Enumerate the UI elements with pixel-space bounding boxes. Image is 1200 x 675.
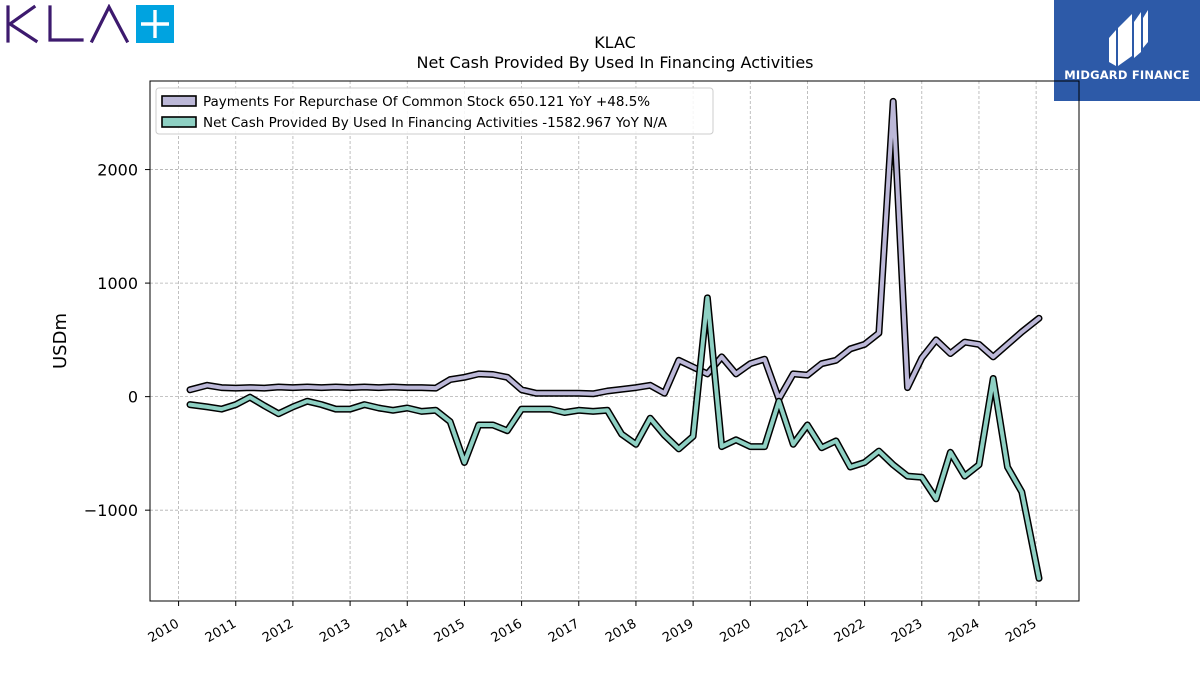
series-0-line bbox=[188, 99, 1041, 401]
legend-swatch bbox=[161, 116, 197, 128]
legend: Payments For Repurchase Of Common Stock … bbox=[155, 87, 714, 135]
legend-swatch bbox=[161, 95, 197, 107]
midgard-emblem-icon bbox=[1109, 10, 1148, 66]
series-0-outline bbox=[186, 97, 1043, 403]
y-tick-label: −1000 bbox=[84, 501, 138, 520]
plot-lines bbox=[186, 97, 1043, 582]
x-tick-label: 2020 bbox=[717, 616, 753, 646]
kla-logo-mark bbox=[6, 3, 174, 44]
x-tick-label: 2011 bbox=[203, 616, 239, 646]
kla-logo bbox=[4, 3, 176, 48]
axes: 2010 2011 2012 2013 2014 2015 2016 2017 2018 2019… bbox=[84, 161, 1040, 646]
x-tick-label: 2016 bbox=[489, 616, 525, 646]
chart-subtitle: Net Cash Provided By Used In Financing A… bbox=[416, 53, 813, 72]
chart-title: KLAC bbox=[594, 33, 636, 52]
legend-label: Net Cash Provided By Used In Financing A… bbox=[203, 115, 668, 131]
x-tick-label: 2025 bbox=[1003, 616, 1039, 646]
x-tick-label: 2012 bbox=[260, 616, 296, 646]
plot-frame bbox=[149, 80, 1080, 602]
midgard-finance-logo: MIDGARD FINANCE bbox=[1054, 0, 1200, 101]
y-axis-label: USDm bbox=[50, 313, 71, 369]
x-tick-label: 2010 bbox=[146, 616, 182, 646]
x-tick-label: 2013 bbox=[317, 616, 353, 646]
x-tick-label: 2021 bbox=[775, 616, 811, 646]
x-tick-label: 2022 bbox=[832, 616, 868, 646]
y-tick-label: 0 bbox=[128, 388, 138, 407]
x-tick-label: 2024 bbox=[946, 616, 982, 646]
series-1-line bbox=[188, 295, 1041, 581]
midgard-logo-text: MIDGARD FINANCE bbox=[1064, 68, 1190, 82]
legend-label: Payments For Repurchase Of Common Stock … bbox=[203, 94, 650, 110]
x-tick-label: 2019 bbox=[660, 616, 696, 646]
legend-box bbox=[155, 87, 714, 135]
x-tick-label: 2023 bbox=[889, 616, 925, 646]
series-1-outline bbox=[186, 294, 1043, 582]
x-tick-label: 2015 bbox=[432, 616, 468, 646]
x-tick-label: 2018 bbox=[603, 616, 639, 646]
y-tick-label: 1000 bbox=[97, 274, 138, 293]
x-tick-label: 2014 bbox=[374, 616, 410, 646]
y-tick-label: 2000 bbox=[97, 161, 138, 180]
x-tick-label: 2017 bbox=[546, 616, 582, 646]
